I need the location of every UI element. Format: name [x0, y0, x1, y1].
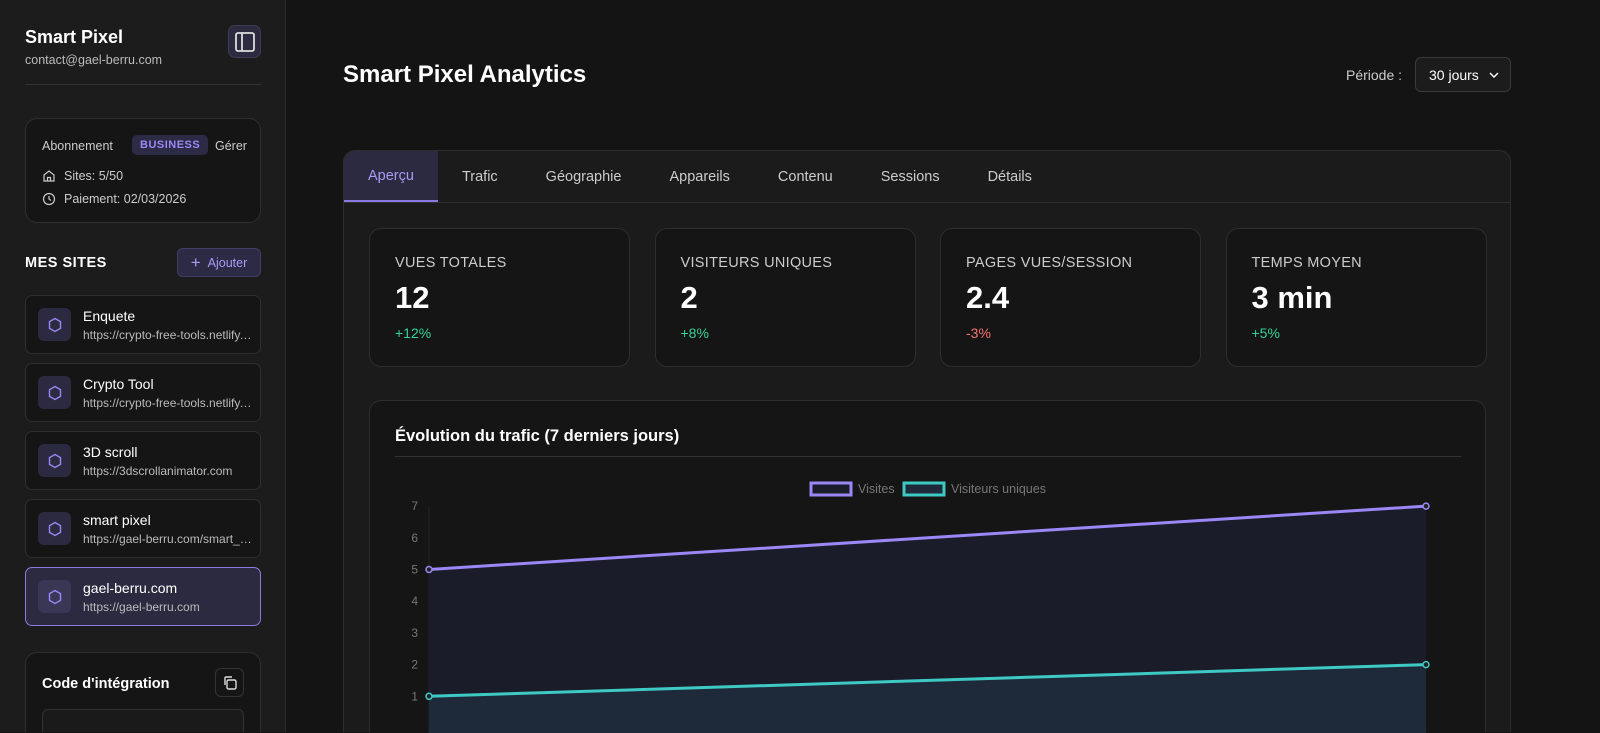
embed-code-box[interactable] [42, 709, 244, 732]
site-name: gael-berru.com [83, 580, 178, 596]
traffic-chart-card: Évolution du trafic (7 derniers jours) 1… [369, 400, 1486, 733]
y-tick-label: 2 [411, 658, 418, 672]
chevron-down-icon [1489, 71, 1499, 78]
tab-4[interactable]: Contenu [777, 168, 833, 185]
stat-label: TEMPS MOYEN [1251, 255, 1362, 271]
stat-label: VUES TOTALES [395, 255, 507, 271]
site-name: Enquete [83, 308, 136, 324]
series-line [428, 504, 1427, 571]
payment-date: Paiement: 02/03/2026 [64, 192, 187, 206]
hexagon-icon [38, 580, 71, 613]
embed-code-title: Code d'intégration [42, 676, 170, 692]
y-tick-label: 5 [411, 563, 418, 577]
stat-change: +8% [680, 325, 709, 341]
sites-count: Sites: 5/50 [64, 169, 124, 183]
tab-bar: Aperçu Trafic Géographie Appareils Contenu Se… [344, 151, 1510, 203]
y-tick-label: 4 [411, 594, 418, 608]
site-item[interactable]: 3D scroll https://3dscrollanimator.com [25, 431, 261, 490]
series-line [428, 663, 1427, 698]
tab-3[interactable]: Appareils [669, 168, 730, 185]
stat-change: -3% [966, 325, 991, 341]
tab-0[interactable]: Aperçu [344, 151, 438, 202]
stat-card: VUES TOTALES 12 +12% [369, 228, 630, 367]
tab-6[interactable]: Détails [987, 168, 1032, 185]
y-tick-label: 6 [411, 531, 418, 545]
period-select[interactable]: 30 jours [1415, 57, 1511, 92]
sites-count-row: Sites: 5/50 [42, 169, 123, 183]
period-label: Période : [1346, 67, 1403, 83]
tab-2[interactable]: Géographie [545, 168, 622, 185]
data-point[interactable] [425, 692, 433, 701]
sites-heading: MES SITES [25, 255, 107, 271]
hexagon-icon [38, 308, 71, 341]
legend-label[interactable]: Visiteurs uniques [951, 482, 1046, 496]
brand-name: Smart Pixel [25, 27, 124, 47]
site-item[interactable]: Crypto Tool https://crypto-free-tools.net… [25, 363, 261, 422]
copy-button[interactable] [215, 668, 244, 697]
add-site-button[interactable]: + Ajouter [177, 248, 261, 277]
traffic-chart: 1 2 3 4 5 6 7 Visites Visiteurs uniques [411, 481, 1430, 733]
divider [25, 84, 261, 85]
data-point[interactable] [1422, 502, 1430, 510]
hexagon-icon [38, 444, 71, 477]
stat-card: TEMPS MOYEN 3 min +5% [1225, 228, 1487, 367]
legend-label[interactable]: Visites [858, 482, 895, 496]
data-point[interactable] [425, 565, 433, 574]
site-name: Crypto Tool [83, 376, 154, 392]
chart-title: Évolution du trafic (7 derniers jours) [395, 427, 680, 445]
clock-icon [42, 192, 56, 206]
site-url: https://crypto-free-tools.netlify.app [83, 396, 253, 410]
stat-label: VISITEURS UNIQUES [680, 255, 833, 271]
site-url: https://gael-berru.com/smart_pixel [83, 532, 253, 546]
divider [395, 456, 1461, 457]
stat-change: +12% [395, 325, 432, 341]
series-area [429, 664, 1426, 733]
tab-1[interactable]: Trafic [461, 168, 498, 185]
stat-value: 2.4 [966, 280, 1010, 315]
y-tick-label: 3 [411, 626, 418, 640]
manage-link[interactable]: Gérer [215, 139, 247, 153]
site-name: smart pixel [83, 512, 151, 528]
y-tick-label: 7 [411, 499, 418, 513]
site-item[interactable]: gael-berru.com https://gael-berru.com [25, 567, 261, 626]
y-tick-label: 1 [411, 689, 418, 703]
hexagon-icon [38, 512, 71, 545]
subscription-card: Abonnement BUSINESS Gérer Sites: 5/50 Pa… [25, 118, 261, 223]
hexagon-icon [38, 376, 71, 409]
sidebar-toggle-button[interactable] [228, 25, 261, 58]
stat-value: 12 [395, 280, 430, 315]
page-title: Smart Pixel Analytics [343, 61, 587, 88]
embed-code-card: Code d'intégration [25, 652, 261, 732]
site-item[interactable]: Enquete https://crypto-free-tools.netlify… [25, 295, 261, 354]
data-point[interactable] [1422, 660, 1430, 669]
site-url: https://3dscrollanimator.com [83, 464, 233, 478]
stat-card: VISITEURS UNIQUES 2 +8% [654, 228, 916, 367]
copy-icon [223, 675, 237, 690]
add-label: Ajouter [207, 255, 248, 270]
subscription-label: Abonnement [42, 139, 113, 153]
sidebar-icon [234, 31, 255, 52]
analytics-panel: Aperçu Trafic Géographie Appareils Contenu Se… [343, 150, 1511, 733]
plus-icon: + [190, 252, 201, 272]
legend-swatch[interactable] [902, 481, 946, 497]
sidebar: Smart Pixel contact@gael-berru.com Abonn… [0, 0, 286, 732]
home-icon [43, 170, 55, 182]
stat-label: PAGES VUES/SESSION [966, 255, 1133, 271]
payment-row: Paiement: 02/03/2026 [42, 192, 186, 206]
site-url: https://crypto-free-tools.netlify.app [83, 328, 253, 342]
stat-card: PAGES VUES/SESSION 2.4 -3% [940, 228, 1201, 367]
site-url: https://gael-berru.com [83, 600, 200, 614]
stat-value: 2 [680, 280, 698, 315]
user-email: contact@gael-berru.com [25, 53, 163, 67]
period-value: 30 jours [1429, 66, 1479, 83]
tab-5[interactable]: Sessions [880, 168, 940, 185]
stat-change: +5% [1251, 325, 1280, 341]
stat-value: 3 min [1251, 280, 1333, 315]
plan-badge: BUSINESS [132, 135, 209, 155]
site-item[interactable]: smart pixel https://gael-berru.com/smart_… [25, 499, 261, 558]
legend-swatch[interactable] [809, 481, 853, 497]
site-name: 3D scroll [83, 444, 138, 460]
